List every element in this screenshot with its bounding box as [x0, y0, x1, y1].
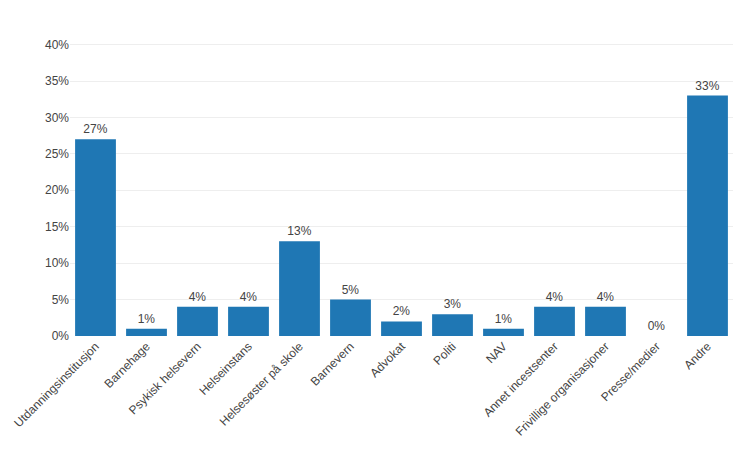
svg-text:40%: 40%: [45, 38, 69, 52]
svg-text:4%: 4%: [189, 290, 207, 304]
svg-text:30%: 30%: [45, 111, 69, 125]
svg-text:Helsesøster på skole: Helsesøster på skole: [217, 339, 306, 428]
svg-text:4%: 4%: [597, 290, 615, 304]
svg-text:Psykisk helsevern: Psykisk helsevern: [126, 339, 204, 417]
svg-text:1%: 1%: [138, 312, 156, 326]
svg-text:NAV: NAV: [483, 339, 510, 366]
svg-text:13%: 13%: [287, 224, 311, 238]
svg-text:4%: 4%: [546, 290, 564, 304]
svg-text:Politi: Politi: [431, 339, 459, 367]
svg-text:Andre: Andre: [681, 339, 714, 372]
svg-text:Frivillige organisasjoner: Frivillige organisasjoner: [513, 339, 612, 438]
svg-text:15%: 15%: [45, 220, 69, 234]
svg-text:35%: 35%: [45, 74, 69, 88]
svg-text:Barnevern: Barnevern: [308, 339, 357, 388]
svg-text:10%: 10%: [45, 256, 69, 270]
svg-text:5%: 5%: [52, 293, 70, 307]
svg-text:25%: 25%: [45, 147, 69, 161]
svg-text:20%: 20%: [45, 183, 69, 197]
svg-text:Barnehage: Barnehage: [101, 339, 153, 391]
svg-text:2%: 2%: [393, 304, 411, 318]
svg-text:0%: 0%: [52, 329, 70, 343]
svg-text:Annet incestsenter: Annet incestsenter: [481, 339, 561, 419]
svg-text:1%: 1%: [495, 312, 513, 326]
svg-text:Presse/medier: Presse/medier: [598, 339, 663, 404]
svg-text:5%: 5%: [342, 283, 360, 297]
svg-text:27%: 27%: [83, 122, 107, 136]
svg-text:Utdanningsinstitusjon: Utdanningsinstitusjon: [11, 339, 102, 430]
svg-text:33%: 33%: [695, 79, 719, 93]
svg-text:4%: 4%: [240, 290, 258, 304]
svg-text:Advokat: Advokat: [367, 339, 408, 380]
svg-text:3%: 3%: [444, 297, 462, 311]
svg-text:0%: 0%: [648, 319, 666, 333]
svg-text:Helseinstans: Helseinstans: [196, 339, 254, 397]
